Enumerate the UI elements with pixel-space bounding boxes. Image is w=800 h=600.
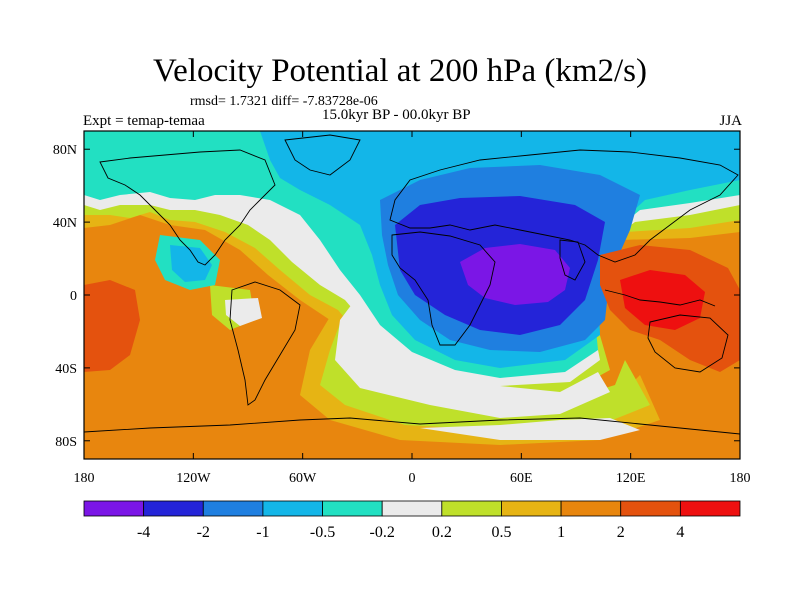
colorbar-label: -2 (197, 524, 210, 541)
x-tick-label: 180 (74, 471, 95, 486)
colorbar-label: 1 (557, 524, 565, 541)
coast-india (559, 239, 586, 281)
x-tick-label: 180 (730, 471, 751, 486)
experiment-label: Expt = temap-temaa (83, 113, 205, 129)
colorbar-swatch (202, 500, 264, 517)
colorbar-swatch (560, 500, 622, 517)
coast-south-america (229, 281, 301, 406)
velocity-field (84, 131, 740, 459)
x-tick-label: 120E (616, 471, 646, 486)
y-tick-label: 40S (55, 362, 77, 377)
coastlines (84, 134, 740, 435)
colorbar-swatch (381, 500, 443, 517)
colorbar-label: 2 (617, 524, 625, 541)
stats-line: rmsd= 1.7321 diff= -7.83728e-06 (190, 94, 378, 109)
axis-ticks: 180 120W 60W 0 60E 120E 180 80N 40N 0 40S 80S (53, 131, 751, 486)
colorbar-swatch (143, 500, 204, 517)
colorbar-label: 4 (676, 524, 684, 541)
field-band-antarctic (420, 418, 640, 440)
y-tick-label: 80S (55, 435, 77, 450)
coast-indonesia (604, 289, 716, 307)
coast-greenland (284, 134, 361, 176)
coast-europe-asia (389, 149, 739, 263)
colorbar-swatch (501, 500, 562, 517)
colorbar-label: 0.2 (432, 524, 452, 541)
field-band-2-4-pacific (84, 280, 140, 372)
x-tick-label: 120W (176, 471, 211, 486)
colorbar-swatch (83, 500, 145, 517)
colorbar-label: 0.5 (491, 524, 511, 541)
colorbar-label: -4 (137, 524, 150, 541)
season-label: JJA (719, 113, 742, 129)
x-tick-label: 0 (409, 471, 416, 486)
coast-australia (647, 314, 729, 373)
colorbar: -4 -2 -1 -0.5 -0.2 0.2 0.5 1 2 4 (83, 500, 741, 541)
colorbar-swatch (620, 500, 681, 517)
colorbar-label: -1 (256, 524, 269, 541)
coast-africa (391, 231, 496, 346)
y-tick-label: 40N (53, 216, 77, 231)
colorbar-swatch (441, 500, 502, 517)
colorbar-label: -0.5 (310, 524, 335, 541)
chart-title: Velocity Potential at 200 hPa (km2/s) (152, 53, 648, 89)
y-tick-label: 80N (53, 143, 77, 158)
coast-antarctica (84, 417, 740, 435)
period-label: 15.0kyr BP - 00.0kyr BP (322, 107, 471, 123)
colorbar-swatch (262, 500, 323, 517)
y-tick-label: 0 (70, 289, 77, 304)
colorbar-swatch (679, 500, 741, 517)
colorbar-label: -0.2 (370, 524, 395, 541)
x-tick-label: 60W (289, 471, 317, 486)
x-tick-label: 60E (510, 471, 533, 486)
coast-north-america (99, 149, 276, 266)
colorbar-swatch (322, 500, 383, 517)
